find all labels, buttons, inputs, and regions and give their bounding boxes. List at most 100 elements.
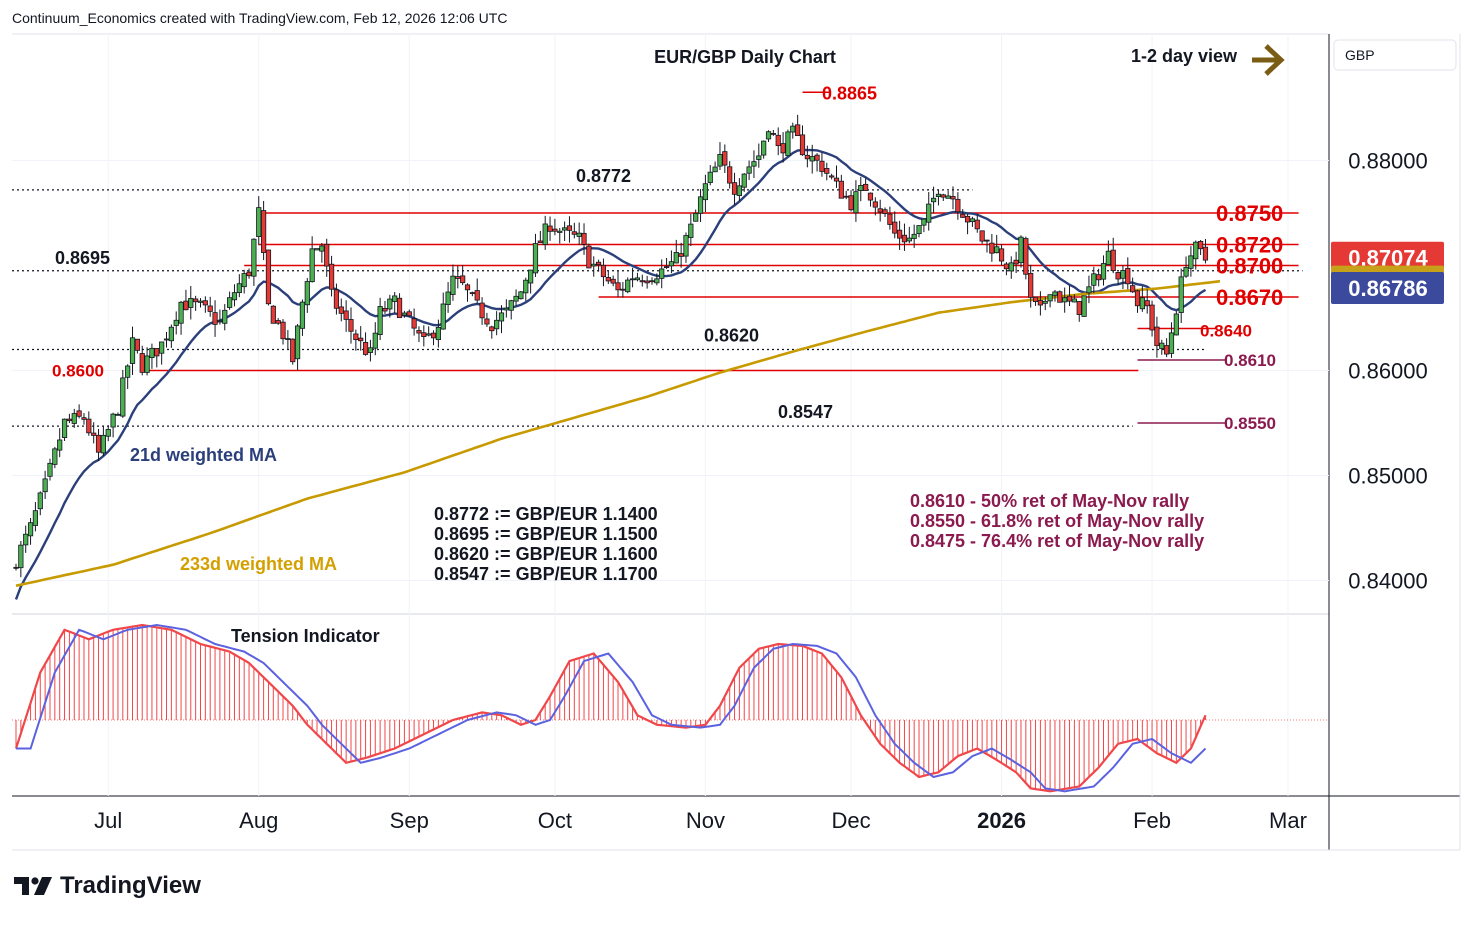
candle-body (197, 300, 204, 303)
x-tick-label: Dec (831, 808, 870, 833)
candle-body (396, 297, 403, 319)
candle-body (518, 291, 524, 300)
candle (435, 319, 441, 348)
candle-body (644, 280, 650, 284)
candle (1125, 257, 1131, 290)
tradingview-brand[interactable]: TradingView (14, 872, 201, 900)
candle (13, 563, 19, 571)
candle-body (697, 196, 704, 214)
candle (1037, 291, 1043, 316)
candle (134, 338, 140, 354)
candle (469, 291, 475, 297)
candle (498, 305, 505, 334)
candle-body (707, 171, 713, 183)
x-tick-label: Aug (239, 808, 278, 833)
candle (542, 215, 548, 250)
candle (1202, 238, 1209, 264)
candle-body (576, 232, 582, 237)
candle (1198, 239, 1204, 256)
candle-body (1168, 332, 1175, 354)
candle-body (100, 434, 106, 454)
candle (756, 143, 762, 168)
candle-body (52, 448, 58, 465)
candle (32, 502, 39, 532)
candle (115, 412, 121, 416)
candle (1066, 285, 1073, 307)
candle (362, 332, 369, 356)
candle-body (785, 131, 791, 157)
level-label: 0.8600 (52, 362, 104, 381)
candle (770, 129, 776, 136)
candle-body (688, 223, 694, 238)
candle (382, 301, 388, 314)
candle (421, 325, 427, 347)
candle-body (372, 332, 378, 349)
candle-body (921, 218, 927, 226)
candle (159, 341, 165, 365)
candle (697, 189, 704, 223)
candle (1149, 300, 1155, 337)
candle (290, 338, 296, 365)
candle (23, 525, 29, 553)
candle-body (328, 263, 335, 290)
candle-body (222, 309, 228, 324)
candle-body (639, 280, 645, 283)
candle-body (955, 198, 961, 213)
candle (974, 214, 980, 233)
candle (989, 234, 995, 262)
candle (52, 446, 58, 469)
candle (513, 289, 519, 306)
x-tick-label: 2026 (977, 808, 1026, 833)
candle-body (1066, 295, 1073, 302)
candle (261, 200, 267, 261)
candle-body (863, 183, 869, 191)
candle-body (1159, 342, 1165, 349)
candle-body (722, 151, 728, 166)
candle-body (202, 300, 208, 306)
candle (566, 216, 573, 243)
candle-body (231, 292, 238, 301)
candle (600, 258, 607, 287)
candle (547, 216, 553, 241)
candle (100, 426, 106, 457)
candle (930, 186, 937, 214)
candle (576, 222, 582, 245)
candle-body (654, 278, 660, 284)
candle-body (600, 264, 607, 278)
candle-body (994, 246, 1000, 254)
candle-body (81, 417, 87, 420)
candle (751, 150, 757, 179)
candle-body (309, 248, 315, 283)
candle-body (838, 180, 844, 199)
candle (396, 293, 403, 319)
candle (1047, 294, 1053, 308)
candle (1159, 339, 1165, 355)
candle-body (532, 243, 539, 274)
candle-body (149, 347, 155, 359)
candle-body (829, 175, 835, 178)
candle-body (731, 182, 738, 195)
dotted-level-label: 0.8772 (576, 166, 631, 186)
candle-body (595, 261, 602, 266)
candle-body (853, 191, 859, 214)
candle-body (134, 338, 140, 351)
candle (552, 218, 558, 236)
candle (367, 339, 374, 362)
candle (693, 209, 699, 222)
candle (81, 413, 87, 425)
conversion-notes: 0.8772 := GBP/EUR 1.1400 0.8695 := GBP/E… (434, 504, 658, 584)
candle (319, 243, 325, 263)
candle-body (974, 219, 980, 230)
candle-body (736, 185, 742, 196)
candle-body (872, 201, 878, 208)
candle (629, 267, 636, 288)
x-tick-label: Mar (1269, 808, 1307, 833)
candle-body (989, 242, 995, 254)
candle (173, 311, 179, 335)
candle-body (950, 196, 956, 200)
candle (591, 256, 597, 277)
candle (66, 413, 73, 424)
candle (328, 255, 335, 297)
candle (799, 125, 806, 156)
